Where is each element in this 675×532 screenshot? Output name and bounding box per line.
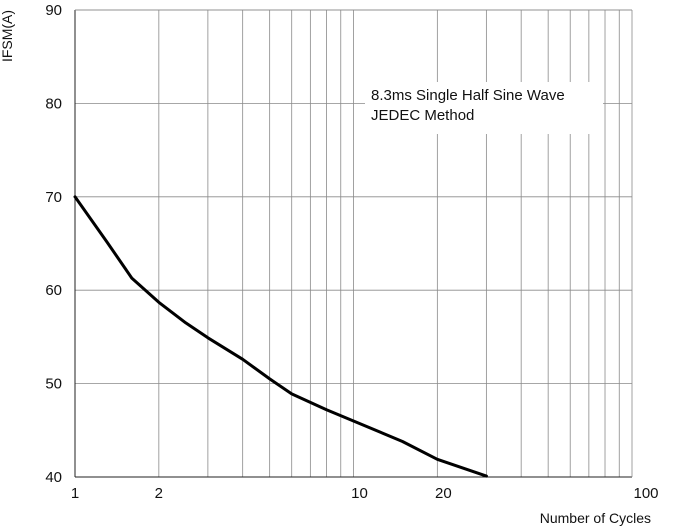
series-line (75, 197, 486, 476)
y-tick-label: 70 (45, 189, 62, 206)
series-lines (75, 197, 486, 476)
x-tick-label: 2 (155, 485, 163, 502)
x-axis-label: Number of Cycles (540, 510, 651, 526)
annotation-line-2: JEDEC Method (371, 107, 474, 124)
y-tick-label: 50 (45, 376, 62, 393)
x-tick-label: 20 (435, 485, 452, 502)
x-tick-label: 10 (351, 485, 368, 502)
grid-lines (75, 10, 632, 477)
x-tick-label: 1 (71, 485, 79, 502)
x-tick-labels: 1 2 10 20 100 (71, 485, 659, 502)
y-tick-labels: 40 50 60 70 80 90 (45, 2, 62, 486)
y-tick-label: 40 (45, 469, 62, 486)
y-axis-label: IFSM(A) (0, 10, 15, 62)
y-tick-label: 90 (45, 2, 62, 19)
annotation-line-1: 8.3ms Single Half Sine Wave (371, 87, 565, 104)
y-tick-label: 80 (45, 95, 62, 112)
y-tick-label: 60 (45, 282, 62, 299)
x-tick-label: 100 (633, 485, 658, 502)
